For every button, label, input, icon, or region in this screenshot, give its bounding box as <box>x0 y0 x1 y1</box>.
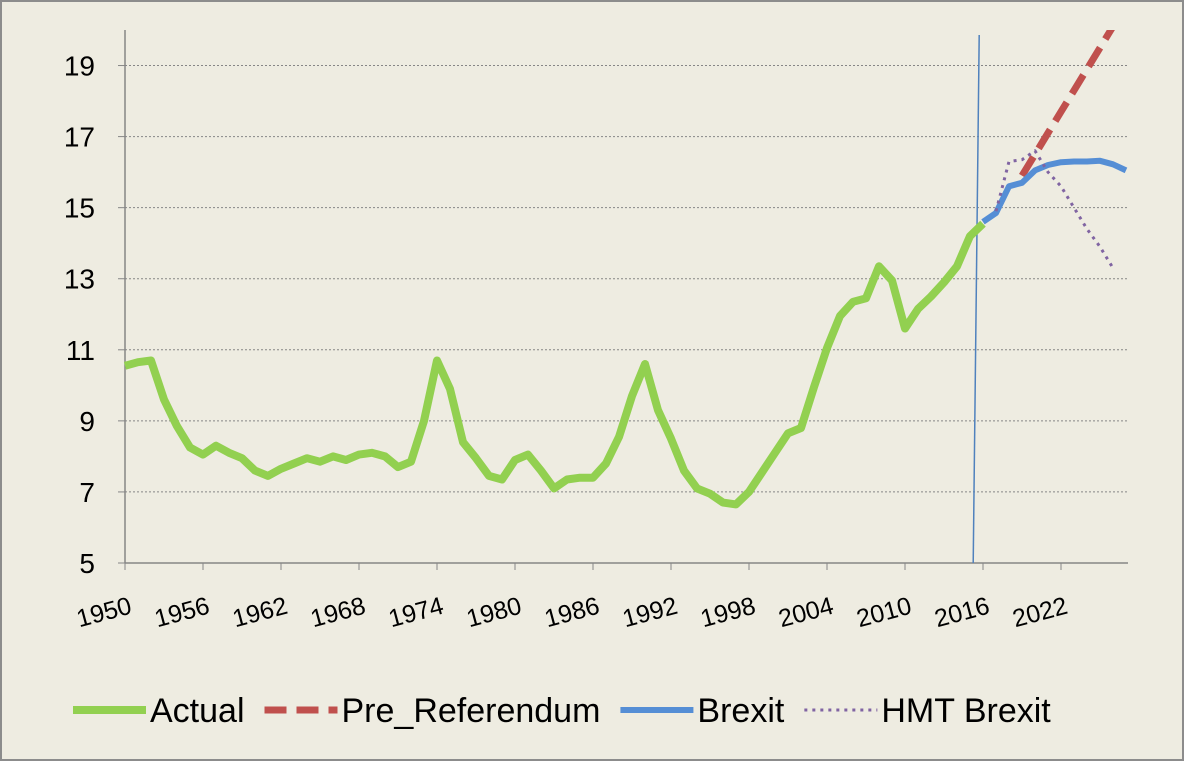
y-tick-label: 19 <box>64 51 95 82</box>
y-tick-label: 11 <box>66 335 95 366</box>
plot-area <box>124 30 1128 509</box>
legend-label: Actual <box>150 692 245 730</box>
legend-label: Brexit <box>697 692 784 730</box>
legend-label: Pre_Referendum <box>342 692 601 730</box>
series-line <box>124 220 986 509</box>
series-line <box>981 157 1128 225</box>
y-tick-label: 7 <box>79 477 95 508</box>
series-line <box>994 149 1115 269</box>
y-tick-label: 5 <box>79 548 95 579</box>
series-line <box>1019 30 1115 178</box>
y-tick-label: 15 <box>64 193 95 224</box>
y-tick-label: 17 <box>64 122 95 153</box>
y-tick-label: 13 <box>64 264 95 295</box>
reference-line <box>972 34 980 564</box>
y-tick-label: 9 <box>79 406 95 437</box>
legend-label: HMT Brexit <box>881 692 1051 730</box>
